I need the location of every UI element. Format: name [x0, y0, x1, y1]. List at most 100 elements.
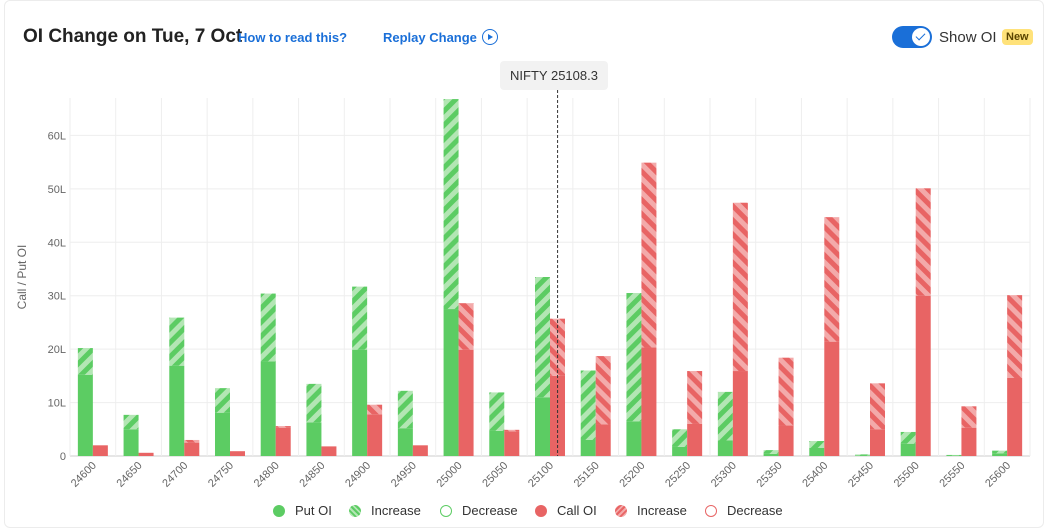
y-tick-label: 0 [60, 451, 66, 463]
put-oi-increase-bar[interactable] [260, 293, 276, 362]
put-oi-bar[interactable] [169, 365, 185, 456]
put-oi-increase-bar[interactable] [535, 277, 550, 398]
call-oi-increase-bar[interactable] [275, 426, 291, 428]
x-tick-label: 24800 [252, 460, 282, 490]
put-oi-increase-bar[interactable] [443, 99, 459, 310]
call-oi-increase-bar[interactable] [778, 357, 794, 426]
put-oi-bar[interactable] [397, 428, 413, 456]
call-oi-increase-bar[interactable] [504, 429, 520, 432]
put-oi-bar[interactable] [626, 421, 642, 456]
put-oi-bar[interactable] [77, 374, 93, 456]
call-oi-bar[interactable] [321, 446, 337, 456]
play-circle-icon[interactable] [482, 29, 498, 45]
chart-title: OI Change on Tue, 7 Oct [23, 26, 243, 47]
put-oi-increase-bar[interactable] [626, 293, 642, 422]
call-oi-bar[interactable] [595, 424, 611, 456]
put-oi-bar[interactable] [672, 446, 688, 456]
call-oi-increase-bar[interactable] [1007, 295, 1023, 378]
call-oi-bar[interactable] [915, 295, 931, 456]
call-oi-bar[interactable] [92, 445, 108, 456]
call-oi-increase-bar[interactable] [870, 383, 885, 430]
put-oi-increase-bar[interactable] [900, 431, 916, 444]
call-oi-increase-bar[interactable] [687, 371, 703, 424]
x-tick-label: 24600 [69, 460, 99, 490]
call-oi-bar[interactable] [641, 347, 657, 456]
put-oi-bar[interactable] [855, 455, 870, 456]
call-oi-increase-bar[interactable] [367, 404, 383, 415]
show-oi-toggle[interactable] [892, 26, 932, 48]
call-oi-increase-bar[interactable] [184, 439, 200, 443]
put-oi-increase-bar[interactable] [580, 370, 596, 440]
x-tick-label: 25250 [663, 460, 693, 490]
put-oi-bar[interactable] [123, 429, 139, 456]
put-oi-increase-bar[interactable] [809, 441, 825, 448]
legend-swatch [273, 505, 285, 517]
put-oi-increase-bar[interactable] [717, 391, 733, 441]
call-oi-bar[interactable] [412, 445, 428, 456]
put-oi-bar[interactable] [992, 453, 1008, 456]
x-tick-label: 25100 [526, 460, 556, 490]
put-oi-bar[interactable] [352, 349, 368, 456]
put-oi-bar[interactable] [443, 309, 459, 456]
call-oi-bar[interactable] [367, 414, 383, 456]
call-oi-bar[interactable] [961, 427, 977, 456]
call-oi-bar[interactable] [824, 341, 840, 456]
put-oi-bar[interactable] [580, 439, 596, 456]
call-oi-increase-bar[interactable] [961, 406, 977, 428]
put-oi-increase-bar[interactable] [946, 454, 962, 456]
put-oi-bar[interactable] [946, 455, 962, 456]
put-oi-increase-bar[interactable] [77, 348, 93, 375]
call-oi-bar[interactable] [138, 452, 154, 456]
put-oi-increase-bar[interactable] [397, 390, 413, 429]
put-oi-increase-bar[interactable] [123, 414, 139, 430]
put-oi-increase-bar[interactable] [215, 388, 230, 413]
put-oi-bar[interactable] [809, 447, 825, 456]
x-tick-label: 25400 [800, 460, 830, 490]
put-oi-increase-bar[interactable] [169, 317, 185, 366]
call-oi-increase-bar[interactable] [458, 303, 474, 350]
call-oi-bar[interactable] [230, 451, 245, 456]
put-oi-bar[interactable] [763, 453, 779, 456]
how-to-read-link[interactable]: How to read this? [238, 30, 348, 45]
x-tick-label: 25050 [480, 460, 510, 490]
replay-change-link[interactable]: Replay Change [383, 30, 477, 45]
put-oi-bar[interactable] [535, 397, 550, 456]
put-oi-increase-bar[interactable] [992, 450, 1008, 454]
call-oi-increase-bar[interactable] [824, 217, 840, 342]
legend-label: Increase [371, 503, 421, 518]
x-tick-label: 25450 [846, 460, 876, 490]
x-tick-label: 24900 [343, 460, 373, 490]
put-oi-bar[interactable] [489, 430, 505, 456]
call-oi-increase-bar[interactable] [915, 188, 931, 296]
call-oi-increase-bar[interactable] [641, 162, 657, 348]
call-oi-bar[interactable] [1007, 377, 1023, 456]
call-oi-bar[interactable] [870, 429, 885, 456]
call-oi-bar[interactable] [458, 349, 474, 456]
call-oi-bar[interactable] [778, 425, 794, 456]
put-oi-bar[interactable] [900, 443, 916, 456]
put-oi-increase-bar[interactable] [352, 286, 368, 350]
legend-swatch [440, 505, 452, 517]
legend-swatch [535, 505, 547, 517]
call-oi-bar[interactable] [184, 442, 200, 456]
legend-swatch [349, 505, 361, 517]
put-oi-increase-bar[interactable] [672, 429, 688, 447]
call-oi-bar[interactable] [275, 427, 291, 456]
put-oi-bar[interactable] [260, 361, 276, 456]
put-oi-bar[interactable] [215, 412, 230, 456]
put-oi-increase-bar[interactable] [855, 454, 870, 456]
call-oi-bar[interactable] [687, 423, 703, 456]
call-oi-increase-bar[interactable] [595, 356, 611, 425]
x-tick-label: 25200 [617, 460, 647, 490]
x-tick-label: 25300 [709, 460, 739, 490]
put-oi-increase-bar[interactable] [489, 392, 505, 431]
x-tick-label: 25150 [572, 460, 602, 490]
x-tick-label: 24750 [206, 460, 236, 490]
call-oi-bar[interactable] [732, 371, 748, 456]
put-oi-bar[interactable] [717, 440, 733, 456]
call-oi-increase-bar[interactable] [732, 202, 748, 372]
call-oi-bar[interactable] [504, 431, 520, 456]
put-oi-increase-bar[interactable] [306, 383, 322, 423]
put-oi-bar[interactable] [306, 422, 322, 456]
put-oi-increase-bar[interactable] [763, 450, 779, 454]
